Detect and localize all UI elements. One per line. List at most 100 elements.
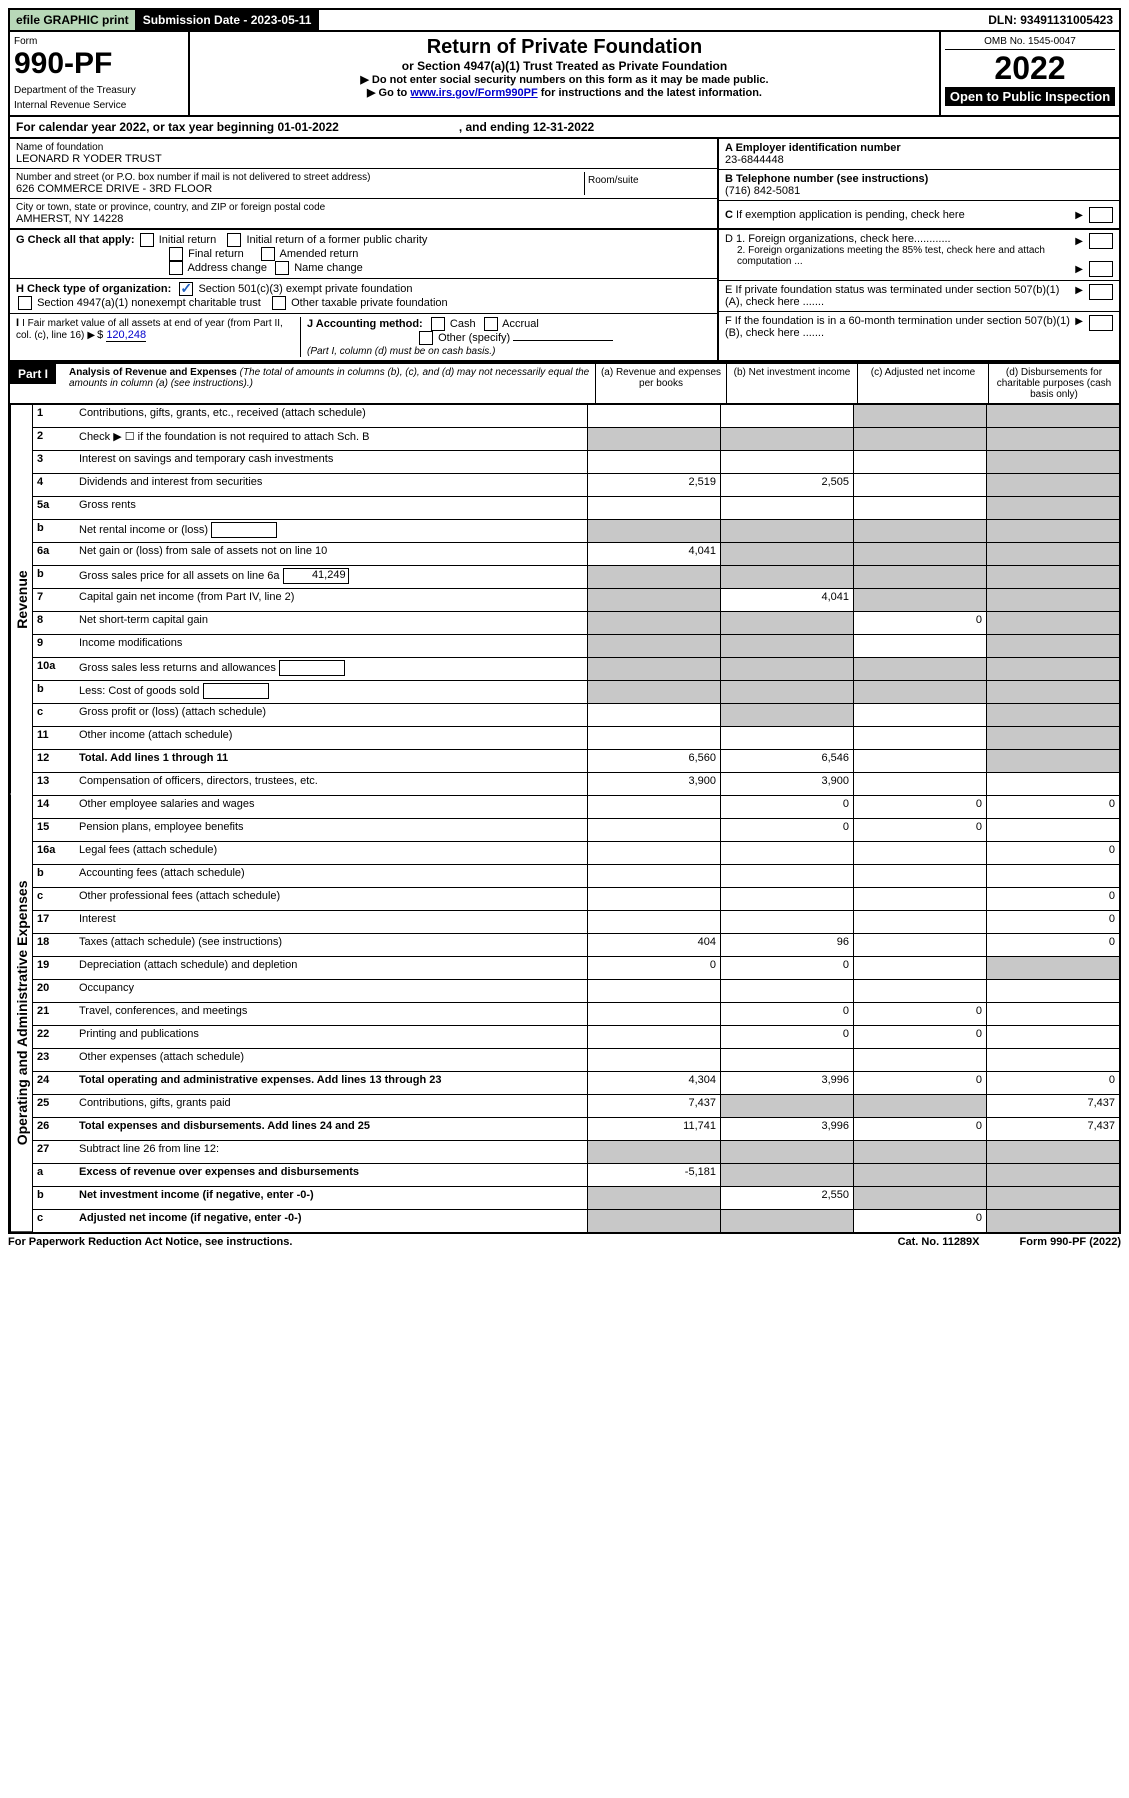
4947-label: Section 4947(a)(1) nonexempt charitable … bbox=[37, 297, 261, 309]
cell-c bbox=[853, 589, 986, 611]
line-description: Dividends and interest from securities bbox=[75, 474, 587, 496]
cell-a bbox=[587, 911, 720, 933]
cell-c bbox=[853, 474, 986, 496]
501c3-label: Section 501(c)(3) exempt private foundat… bbox=[198, 283, 412, 295]
arrow-icon bbox=[1075, 209, 1085, 221]
cell-c bbox=[853, 428, 986, 450]
exemption-pending-checkbox[interactable] bbox=[1089, 207, 1113, 223]
line-description: Total. Add lines 1 through 11 bbox=[75, 750, 587, 772]
line-number: 26 bbox=[33, 1118, 75, 1140]
table-row: 4Dividends and interest from securities2… bbox=[33, 474, 1119, 497]
address-change-label: Address change bbox=[188, 262, 268, 274]
other-taxable-label: Other taxable private foundation bbox=[291, 297, 448, 309]
final-return-checkbox[interactable] bbox=[169, 247, 183, 261]
address-label: Number and street (or P.O. box number if… bbox=[16, 172, 584, 183]
cell-c: 0 bbox=[853, 1210, 986, 1232]
table-row: cAdjusted net income (if negative, enter… bbox=[33, 1210, 1119, 1232]
fmv-value: 120,248 bbox=[106, 329, 146, 342]
cell-a bbox=[587, 1187, 720, 1209]
amended-return-label: Amended return bbox=[280, 248, 359, 260]
cell-d bbox=[986, 428, 1119, 450]
cell-b bbox=[720, 865, 853, 887]
line-description: Contributions, gifts, grants paid bbox=[75, 1095, 587, 1117]
cell-c bbox=[853, 658, 986, 680]
cell-c bbox=[853, 566, 986, 588]
line-number: b bbox=[33, 681, 75, 703]
cell-b bbox=[720, 520, 853, 542]
line-number: 21 bbox=[33, 1003, 75, 1025]
cell-a bbox=[587, 980, 720, 1002]
calyear-begin: For calendar year 2022, or tax year begi… bbox=[16, 120, 339, 134]
part1-header: Part I Analysis of Revenue and Expenses … bbox=[8, 362, 1121, 405]
table-row: bLess: Cost of goods sold bbox=[33, 681, 1119, 704]
cell-c bbox=[853, 635, 986, 657]
calendar-year-row: For calendar year 2022, or tax year begi… bbox=[8, 117, 1121, 139]
cell-b: 0 bbox=[720, 796, 853, 818]
d1-label: D 1. Foreign organizations, check here..… bbox=[725, 233, 951, 245]
foundation-name: LEONARD R YODER TRUST bbox=[16, 153, 711, 165]
telephone-value: (716) 842-5081 bbox=[725, 185, 800, 197]
line-description: Taxes (attach schedule) (see instruction… bbox=[75, 934, 587, 956]
cell-d: 7,437 bbox=[986, 1118, 1119, 1140]
efile-print-button[interactable]: efile GRAPHIC print bbox=[10, 10, 137, 30]
cash-checkbox[interactable] bbox=[431, 317, 445, 331]
cell-b: 3,996 bbox=[720, 1118, 853, 1140]
table-row: cOther professional fees (attach schedul… bbox=[33, 888, 1119, 911]
cell-b bbox=[720, 566, 853, 588]
cell-b bbox=[720, 1141, 853, 1163]
table-row: 21Travel, conferences, and meetings00 bbox=[33, 1003, 1119, 1026]
name-change-checkbox[interactable] bbox=[275, 261, 289, 275]
amended-return-checkbox[interactable] bbox=[261, 247, 275, 261]
top-bar: efile GRAPHIC print Submission Date - 20… bbox=[8, 8, 1121, 32]
cell-a bbox=[587, 704, 720, 726]
accrual-checkbox[interactable] bbox=[484, 317, 498, 331]
table-row: bNet rental income or (loss) bbox=[33, 520, 1119, 543]
line-description: Gross sales less returns and allowances bbox=[75, 658, 587, 680]
cell-c: 0 bbox=[853, 1118, 986, 1140]
initial-return-checkbox[interactable] bbox=[140, 233, 154, 247]
fmv-label: I Fair market value of all assets at end… bbox=[16, 318, 283, 341]
e-checkbox[interactable] bbox=[1089, 284, 1113, 300]
cell-a: 3,900 bbox=[587, 773, 720, 795]
form-label: Form bbox=[14, 36, 184, 47]
line-description: Check ▶ ☐ if the foundation is not requi… bbox=[75, 428, 587, 450]
cell-a bbox=[587, 428, 720, 450]
line-number: b bbox=[33, 520, 75, 542]
cash-basis-note: (Part I, column (d) must be on cash basi… bbox=[307, 346, 495, 357]
address-change-checkbox[interactable] bbox=[169, 261, 183, 275]
cell-d bbox=[986, 727, 1119, 749]
entity-info: Name of foundation LEONARD R YODER TRUST… bbox=[8, 139, 1121, 230]
city-state-zip: AMHERST, NY 14228 bbox=[16, 213, 711, 225]
cell-d bbox=[986, 1164, 1119, 1186]
cell-c bbox=[853, 451, 986, 473]
cell-a bbox=[587, 405, 720, 427]
4947-checkbox[interactable] bbox=[18, 296, 32, 310]
cell-a bbox=[587, 520, 720, 542]
d2-checkbox[interactable] bbox=[1089, 261, 1113, 277]
cell-c bbox=[853, 888, 986, 910]
dept-irs: Internal Revenue Service bbox=[14, 100, 184, 111]
cell-b bbox=[720, 1049, 853, 1071]
cell-c bbox=[853, 980, 986, 1002]
d1-checkbox[interactable] bbox=[1089, 233, 1113, 249]
other-taxable-checkbox[interactable] bbox=[272, 296, 286, 310]
cell-a: 7,437 bbox=[587, 1095, 720, 1117]
form-instructions-link[interactable]: www.irs.gov/Form990PF bbox=[410, 87, 537, 99]
line-number: a bbox=[33, 1164, 75, 1186]
cell-c: 0 bbox=[853, 1072, 986, 1094]
line-description: Interest bbox=[75, 911, 587, 933]
initial-return-former-checkbox[interactable] bbox=[227, 233, 241, 247]
cell-b bbox=[720, 842, 853, 864]
cell-a bbox=[587, 1049, 720, 1071]
f-checkbox[interactable] bbox=[1089, 315, 1113, 331]
cell-a: 4,041 bbox=[587, 543, 720, 565]
goto-pre: ▶ Go to bbox=[367, 87, 410, 99]
cell-b bbox=[720, 704, 853, 726]
table-row: 19Depreciation (attach schedule) and dep… bbox=[33, 957, 1119, 980]
table-row: 1Contributions, gifts, grants, etc., rec… bbox=[33, 405, 1119, 428]
other-specify-checkbox[interactable] bbox=[419, 331, 433, 345]
table-row: bGross sales price for all assets on lin… bbox=[33, 566, 1119, 589]
cell-d bbox=[986, 497, 1119, 519]
line-description: Other income (attach schedule) bbox=[75, 727, 587, 749]
501c3-checkbox[interactable] bbox=[179, 282, 193, 296]
